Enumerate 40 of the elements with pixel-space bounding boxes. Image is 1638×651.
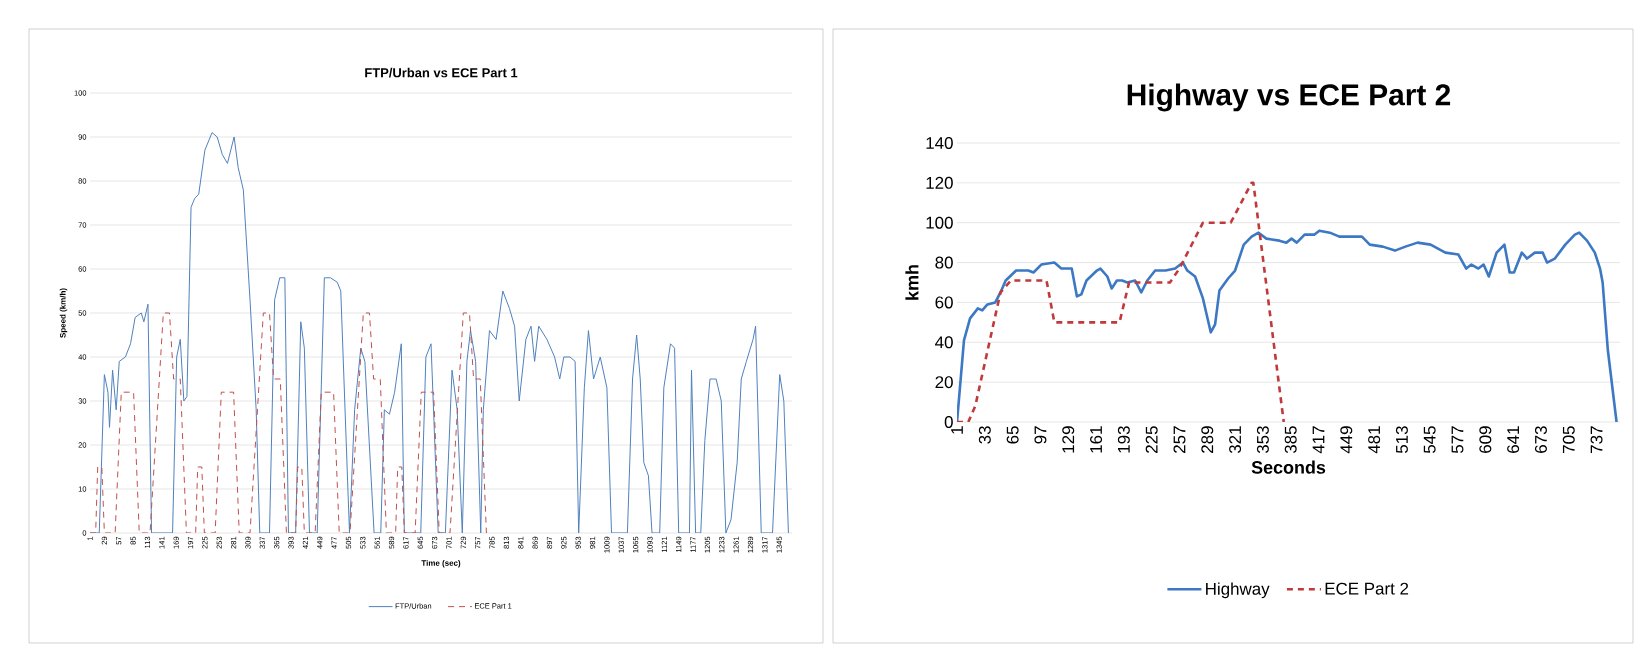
- x-tick-label: 705: [1562, 426, 1575, 453]
- x-tick-label: 193: [1117, 426, 1130, 453]
- x-tick-label: 129: [1062, 426, 1075, 453]
- y-tick-label: 20: [935, 376, 953, 389]
- x-tick-label: 481: [1368, 426, 1381, 454]
- line-series: [957, 229, 1618, 422]
- x-tick-label: 257: [1173, 426, 1186, 453]
- y-tick-label: 120: [926, 176, 953, 189]
- x-tick-label: 353: [1256, 426, 1269, 454]
- x-tick-label: 97: [1034, 426, 1047, 444]
- x-tick-label: 417: [1312, 426, 1325, 454]
- x-axis-title: Seconds: [1251, 460, 1326, 474]
- x-tick-label: 225: [1145, 426, 1158, 453]
- line-series: [957, 181, 1286, 422]
- x-tick-label: 513: [1395, 426, 1408, 454]
- x-tick-label: 609: [1479, 426, 1492, 453]
- x-tick-label: 449: [1340, 426, 1353, 454]
- x-tick-label: 161: [1090, 426, 1103, 453]
- y-tick-label: 140: [926, 136, 953, 149]
- x-tick-label: 577: [1451, 426, 1464, 454]
- x-tick-label: 385: [1284, 426, 1297, 454]
- x-tick-label: 673: [1534, 426, 1547, 453]
- y-tick-label: 100: [926, 216, 953, 229]
- x-tick-label: 641: [1507, 426, 1520, 453]
- legend-label: Highway: [1206, 582, 1270, 599]
- y-axis-title: kmh: [905, 265, 919, 300]
- x-tick-label: 321: [1229, 426, 1242, 454]
- y-tick-label: 0: [944, 415, 953, 428]
- x-tick-label: 737: [1590, 426, 1603, 453]
- chart-title: Highway vs ECE Part 2: [1127, 83, 1451, 112]
- y-tick-label: 80: [935, 256, 953, 269]
- y-tick-label: 40: [935, 336, 953, 349]
- x-tick-label: 545: [1423, 426, 1436, 454]
- x-tick-label: 65: [1006, 426, 1019, 444]
- legend-label: ECE Part 2: [1325, 582, 1409, 595]
- y-tick-label: 60: [935, 296, 953, 309]
- chart-title: FTP/Urban vs ECE Part 1: [365, 67, 518, 78]
- x-tick-label: 33: [978, 426, 991, 444]
- x-tick-label: 1: [951, 426, 963, 434]
- x-tick-label: 289: [1201, 426, 1214, 453]
